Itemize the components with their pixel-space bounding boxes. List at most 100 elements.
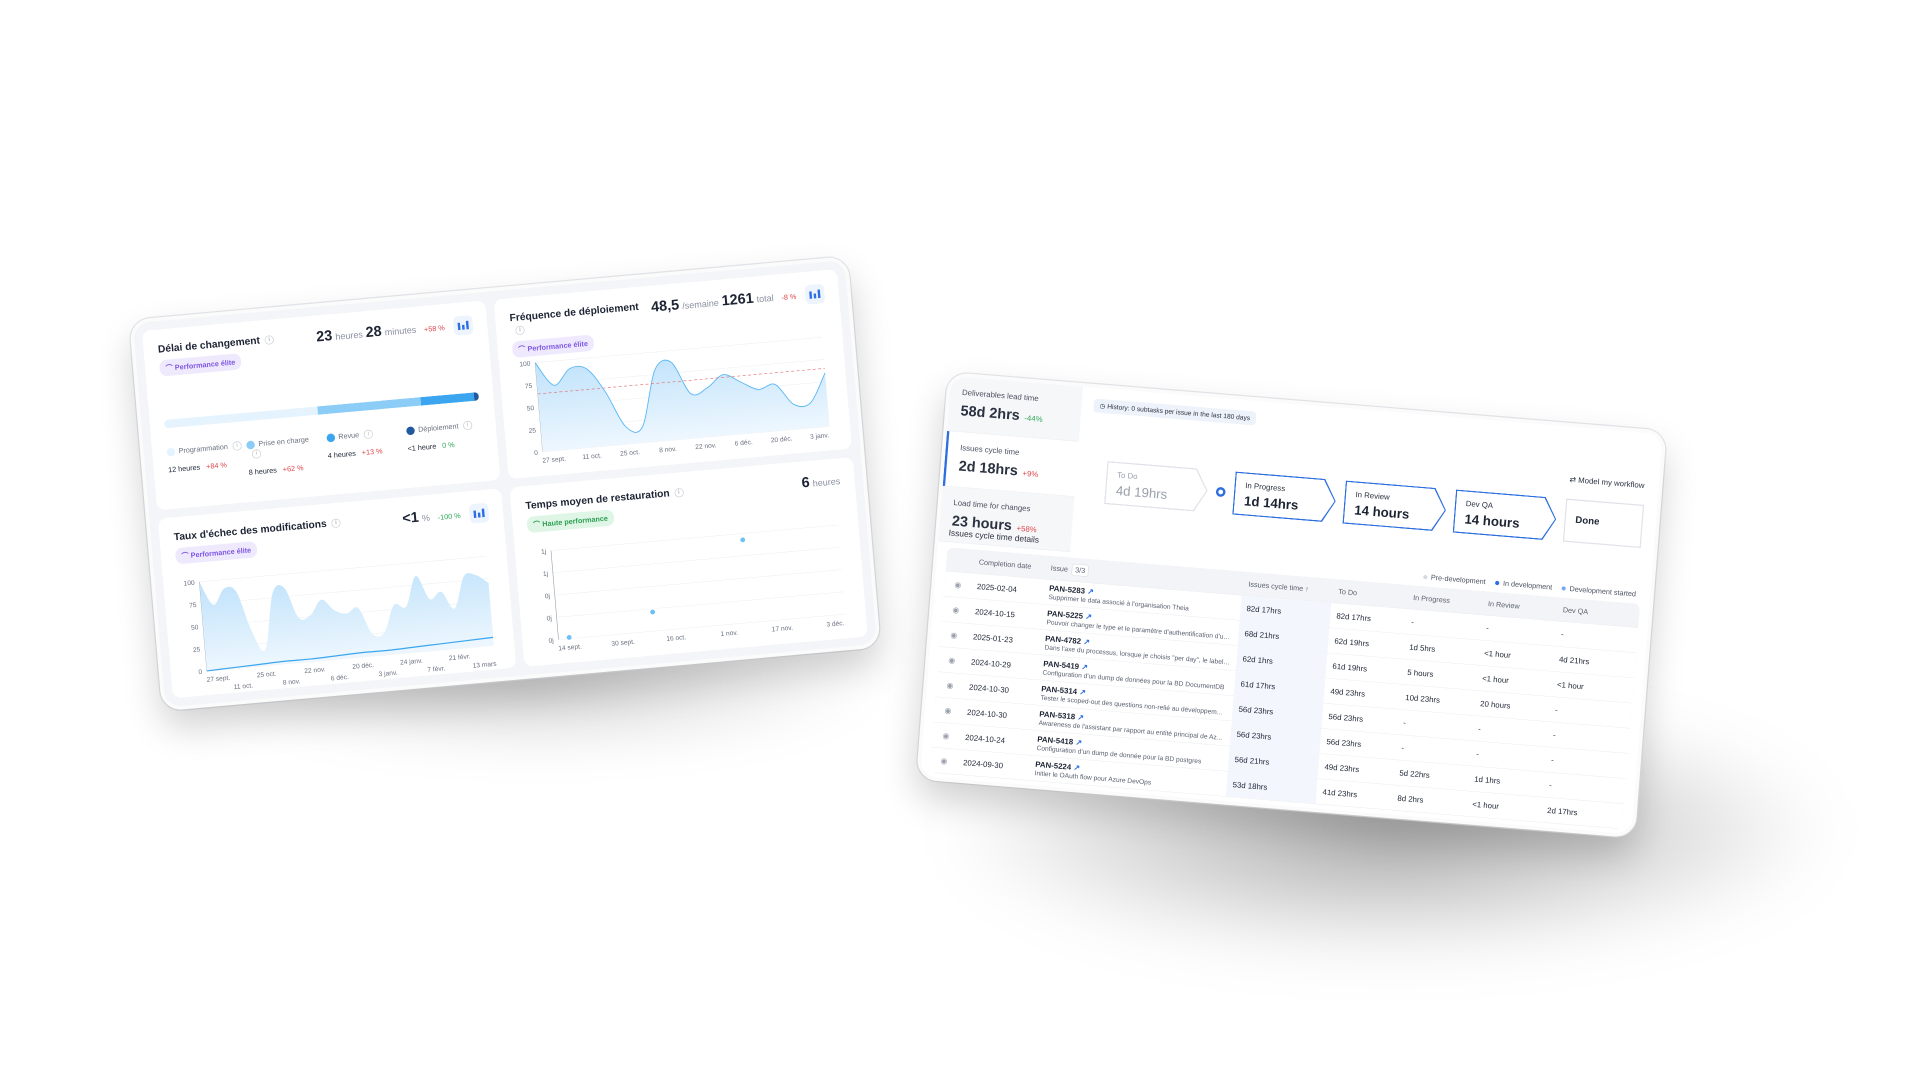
y-tick-label: 100 <box>519 361 531 369</box>
y-tick-label: 50 <box>527 405 535 413</box>
workflow-step[interactable]: In Progress 1d 14hrs <box>1232 471 1337 522</box>
x-tick-label: 24 janv. <box>400 658 423 667</box>
todo-time: 49d 23hrs <box>1330 686 1366 699</box>
external-link-icon[interactable]: ↗ <box>1079 686 1087 697</box>
chart-toggle-button[interactable] <box>468 502 490 524</box>
col-in-progress[interactable]: In Progress <box>1412 593 1451 605</box>
external-link-icon[interactable]: ↗ <box>1073 762 1081 772</box>
eye-icon[interactable]: ◉ <box>950 629 958 640</box>
eye-icon[interactable]: ◉ <box>946 680 954 690</box>
info-icon[interactable]: i <box>251 449 262 460</box>
external-link-icon[interactable]: ↗ <box>1075 737 1083 747</box>
x-tick-label: 3 janv. <box>378 670 398 679</box>
in-review-time: - <box>1485 623 1490 633</box>
eye-icon[interactable]: ◉ <box>948 655 956 665</box>
info-icon[interactable]: i <box>331 518 341 529</box>
stage-dot-icon <box>326 433 336 443</box>
model-workflow-button[interactable]: ⇄ Model my workflow <box>1569 474 1645 490</box>
y-tick-label: 25 <box>193 646 201 654</box>
completion-date: 2025-02-04 <box>976 581 1018 595</box>
card-title: Taux d'échec des modifications i <box>173 511 395 543</box>
workflow-step[interactable]: Done <box>1562 498 1645 549</box>
info-icon[interactable]: i <box>363 429 374 440</box>
in-review-time: 1d 1hrs <box>1473 774 1501 786</box>
deploy-frequency-chart: 0 25 50 75 100 27 sept. 11 oct. 25 oct. 8 nov. 22… <box>519 336 830 465</box>
eye-icon[interactable]: ◉ <box>942 730 950 741</box>
external-link-icon[interactable]: ↗ <box>1083 636 1091 647</box>
x-tick-label: 21 févr. <box>449 653 471 662</box>
card-title: Fréquence de déploiementi <box>509 300 645 337</box>
external-link-icon[interactable]: ↗ <box>1087 586 1095 596</box>
external-link-icon[interactable]: ↗ <box>1081 661 1089 672</box>
y-tick-label: 100 <box>183 580 195 588</box>
x-tick-label: 6 déc. <box>331 674 350 683</box>
in-review-time: <1 hour <box>1471 799 1500 811</box>
info-icon[interactable]: i <box>462 420 473 431</box>
stage-legend: Programmation i 12 heures +84 % Prise en cha… <box>166 419 484 485</box>
completion-date: 2024-10-29 <box>970 657 1012 670</box>
failure-rate-chart: 0 25 50 75 100 27 sept.11 oct. 25 oct. 8 nov.22… <box>183 555 497 691</box>
x-tick-label: 11 oct. <box>233 682 253 691</box>
legend-item: Pre-development <box>1422 572 1486 586</box>
workflow-step[interactable]: In Review 14 hours <box>1342 481 1447 532</box>
completion-date: 2024-10-15 <box>974 606 1016 620</box>
cycle-time-panel: Deliverables lead time 58d 2hrs -44% Issues… <box>916 372 1667 839</box>
col-in-review[interactable]: In Review <box>1487 599 1520 611</box>
metric: <1% -100 % <box>402 502 490 530</box>
in-progress-time: - <box>1410 617 1415 627</box>
info-icon[interactable]: i <box>264 335 275 345</box>
metric: 6 heures <box>800 474 841 492</box>
info-icon[interactable]: i <box>515 325 525 336</box>
in-progress-time: 8d 2hrs <box>1397 793 1424 805</box>
stage-label: Revue <box>337 430 360 441</box>
x-tick-label: 27 sept. <box>206 675 230 684</box>
workflow-step[interactable]: Dev QA 14 hours <box>1453 490 1558 541</box>
y-tick-label: 0j <box>545 593 551 600</box>
stage-dot-icon <box>246 440 256 450</box>
chart-toggle-button[interactable] <box>804 283 826 305</box>
stage-dot-icon <box>405 426 415 436</box>
info-icon[interactable]: i <box>674 487 684 498</box>
workflow-step[interactable]: To Do 4d 19hrs <box>1104 461 1209 512</box>
y-tick-label: 0j <box>546 615 552 622</box>
x-tick-label: 11 oct. <box>582 452 602 461</box>
in-review-time: <1 hour <box>1481 673 1510 685</box>
performance-badge: ⌒ Performance élite <box>158 353 242 377</box>
metric-tile[interactable]: Load time for changes 23 hours +58% <box>938 486 1075 552</box>
gridline <box>550 524 838 551</box>
data-point <box>650 609 655 615</box>
gridline <box>199 555 487 583</box>
external-link-icon[interactable]: ↗ <box>1077 712 1085 722</box>
chart-toggle-button[interactable] <box>452 314 474 336</box>
x-tick-label: 14 sept. <box>558 643 582 652</box>
col-cycle-time[interactable]: Issues cycle time ↑ <box>1248 579 1310 593</box>
todo-time: 49d 23hrs <box>1324 762 1360 774</box>
dev-qa-time: 2d 17hrs <box>1546 805 1578 818</box>
threshold-line <box>537 368 825 395</box>
stage-legend-item: Revue i 4 heures +13 % <box>326 426 404 470</box>
card-title: Temps moyen de restauration i <box>525 476 795 513</box>
eye-icon[interactable]: ◉ <box>944 705 952 715</box>
info-icon[interactable]: i <box>232 441 243 452</box>
col-completion-date[interactable]: Completion date <box>978 557 1032 571</box>
tile-value: 2d 18hrs <box>958 457 1019 479</box>
gridline <box>535 336 823 364</box>
eye-icon[interactable]: ◉ <box>952 604 960 615</box>
eye-icon[interactable]: ◉ <box>954 579 962 590</box>
in-review-time: <1 hour <box>1483 648 1512 660</box>
col-todo[interactable]: To Do <box>1338 586 1358 597</box>
col-dev-qa[interactable]: Dev QA <box>1562 605 1589 616</box>
area-fill <box>199 573 494 671</box>
x-tick-label: 30 sept. <box>611 639 635 648</box>
gridline <box>558 613 846 640</box>
y-tick-label: 50 <box>191 624 199 632</box>
workflow-steps: To Do 4d 19hrs In Progress 1d 14hrs In Revie… <box>1104 461 1645 549</box>
x-tick-label: 25 oct. <box>257 671 278 680</box>
in-progress-time: 1d 5hrs <box>1408 642 1436 654</box>
tile-label: Load time for changes <box>953 497 1031 514</box>
tile-delta: +9% <box>1022 468 1039 479</box>
stage-legend-item: Programmation i 12 heures +84 % <box>166 440 244 484</box>
todo-time: 61d 19hrs <box>1332 661 1368 674</box>
external-link-icon[interactable]: ↗ <box>1085 611 1093 621</box>
eye-icon[interactable]: ◉ <box>940 755 948 766</box>
